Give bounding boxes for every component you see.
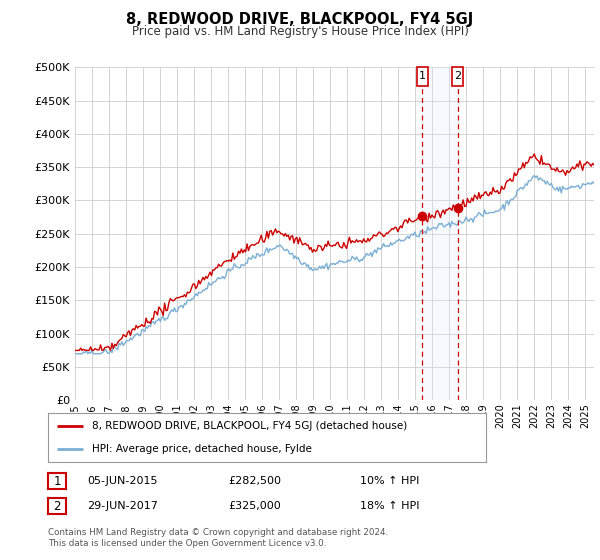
Text: 1: 1 [53, 474, 61, 488]
Text: 10% ↑ HPI: 10% ↑ HPI [360, 476, 419, 486]
Text: 18% ↑ HPI: 18% ↑ HPI [360, 501, 419, 511]
Bar [452, 67, 463, 86]
Text: 2: 2 [53, 500, 61, 513]
Text: 8, REDWOOD DRIVE, BLACKPOOL, FY4 5GJ: 8, REDWOOD DRIVE, BLACKPOOL, FY4 5GJ [127, 12, 473, 27]
Text: £282,500: £282,500 [228, 476, 281, 486]
Text: 29-JUN-2017: 29-JUN-2017 [87, 501, 158, 511]
Text: 05-JUN-2015: 05-JUN-2015 [87, 476, 157, 486]
Text: Price paid vs. HM Land Registry's House Price Index (HPI): Price paid vs. HM Land Registry's House … [131, 25, 469, 38]
Text: Contains HM Land Registry data © Crown copyright and database right 2024.
This d: Contains HM Land Registry data © Crown c… [48, 528, 388, 548]
Text: 8, REDWOOD DRIVE, BLACKPOOL, FY4 5GJ (detached house): 8, REDWOOD DRIVE, BLACKPOOL, FY4 5GJ (de… [92, 421, 407, 431]
Bar [417, 67, 428, 86]
Bar [422, 67, 458, 400]
Text: HPI: Average price, detached house, Fylde: HPI: Average price, detached house, Fyld… [92, 444, 311, 454]
Text: £325,000: £325,000 [228, 501, 281, 511]
Text: 2: 2 [454, 71, 461, 81]
Text: 1: 1 [419, 71, 426, 81]
